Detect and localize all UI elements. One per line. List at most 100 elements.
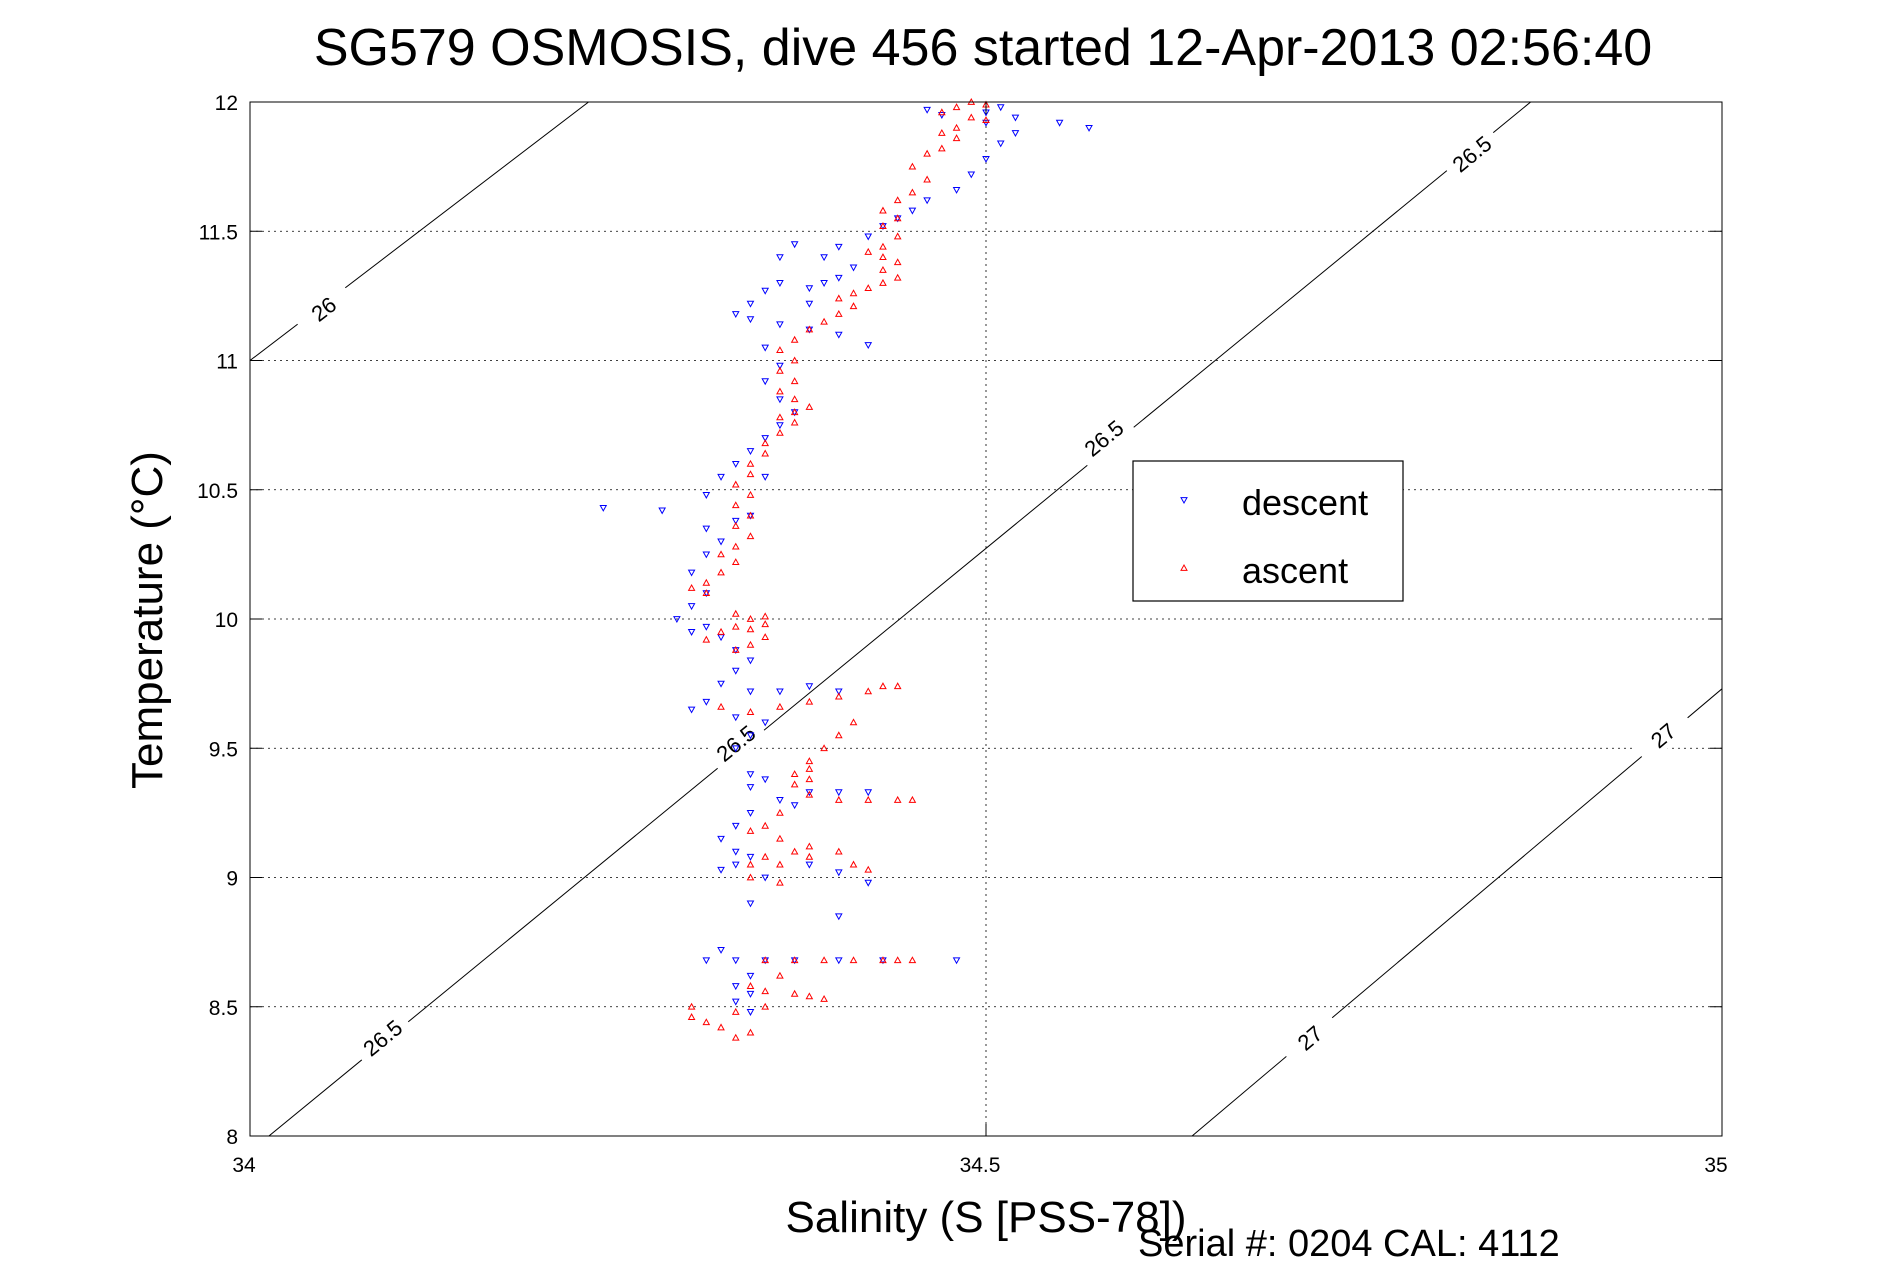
ascent-point — [790, 335, 799, 343]
descent-point — [731, 461, 740, 468]
ascent-point — [717, 550, 725, 558]
descent-point — [1011, 130, 1020, 138]
descent-point — [687, 706, 696, 714]
descent-point — [834, 243, 843, 251]
ascent-point — [790, 956, 799, 964]
legend: descent ascent — [1132, 460, 1404, 602]
descent-point — [746, 1009, 755, 1016]
ascent-point — [717, 1023, 725, 1031]
serial-cal-text: Serial #: 0204 CAL: 4112 — [1138, 1223, 1560, 1262]
descent-point — [746, 316, 755, 324]
descent-point — [1085, 124, 1093, 132]
legend-label-ascent: ascent — [1242, 550, 1348, 591]
ascent-point — [761, 439, 770, 447]
ascent-point — [761, 821, 770, 829]
ascent-point — [731, 521, 740, 529]
ascent-point — [820, 956, 828, 964]
isopycnal-line — [1191, 688, 1722, 1136]
ascent-point — [952, 134, 961, 142]
isopycnal-line — [268, 102, 1531, 1136]
ascent-point — [879, 222, 887, 229]
ascent-point — [761, 612, 770, 620]
descent-point — [746, 732, 755, 740]
descent-point — [746, 900, 755, 908]
x-axis-label: Salinity (S [PSS-78]) — [785, 1193, 1186, 1242]
legend-box — [1132, 460, 1404, 602]
ascent-point — [937, 108, 946, 116]
descent-point — [746, 784, 755, 792]
ascent-point — [790, 408, 799, 416]
descent-point — [776, 396, 784, 404]
descent-point — [717, 538, 725, 546]
x-tick-label: 35 — [1704, 1154, 1727, 1177]
ascent-point — [702, 589, 711, 597]
descent-point — [731, 667, 740, 675]
ascent-point — [893, 214, 902, 222]
descent-point — [790, 802, 799, 810]
descent-point — [746, 771, 755, 779]
ascent-point — [746, 982, 755, 989]
grid — [250, 102, 1722, 1136]
ascent-point — [746, 532, 755, 540]
ascent-point — [790, 418, 799, 426]
ascent-point — [776, 860, 784, 868]
ascent-point — [879, 242, 887, 250]
y-tick-label: 11.5 — [199, 221, 238, 244]
descent-point — [761, 378, 770, 386]
descent-point — [746, 809, 755, 817]
ascent-point — [849, 302, 858, 310]
ascent-point — [908, 795, 917, 803]
descent-point — [746, 972, 755, 980]
ascent-point — [879, 253, 887, 260]
descent-point — [776, 321, 784, 329]
ascent-point — [908, 956, 917, 964]
ascent-point — [746, 873, 755, 881]
ascent-point — [776, 808, 784, 816]
ascent-point — [761, 1002, 770, 1010]
ascent-point — [879, 206, 887, 214]
descent-point — [717, 946, 725, 954]
contour-label-bg — [351, 1008, 414, 1067]
descent-point — [746, 300, 755, 308]
ascent-point — [820, 744, 828, 752]
descent-point — [864, 233, 873, 241]
descent-point — [702, 492, 711, 499]
ascent-point — [702, 635, 711, 643]
y-tick-label: 9 — [226, 868, 238, 891]
ascent-point — [687, 583, 696, 591]
descent-point — [731, 848, 740, 856]
descent-point — [776, 422, 784, 430]
ascent-point — [761, 620, 770, 628]
ascent-point — [776, 971, 784, 979]
ascent-point — [893, 273, 902, 281]
ascent-point — [761, 987, 770, 995]
ascent-point — [761, 449, 770, 457]
descent-point — [761, 287, 770, 295]
ascent-point — [849, 956, 858, 964]
descent-point — [834, 789, 843, 797]
ascent-point — [820, 317, 828, 325]
ascent-point — [805, 403, 814, 410]
descent-point — [952, 957, 961, 965]
ascent-point — [776, 387, 784, 395]
ascent-point — [923, 149, 931, 157]
ascent-point — [879, 278, 887, 286]
descent-point — [731, 983, 740, 991]
descent-point — [761, 435, 770, 443]
descent-point — [996, 140, 1005, 148]
ascent-point — [776, 878, 784, 886]
y-tick-label: 12 — [215, 92, 238, 115]
ascent-point — [967, 113, 976, 121]
ascent-point — [893, 682, 902, 690]
contour-label-bg — [1278, 1008, 1342, 1068]
descent-point — [731, 311, 740, 318]
descent-point — [805, 683, 814, 691]
descent-point — [731, 517, 740, 525]
descent-point — [776, 797, 784, 804]
ascent-point — [761, 956, 770, 964]
descent-point — [731, 822, 740, 830]
ascent-point — [746, 490, 755, 498]
ascent-point — [834, 847, 843, 855]
ascent-point — [761, 852, 770, 860]
